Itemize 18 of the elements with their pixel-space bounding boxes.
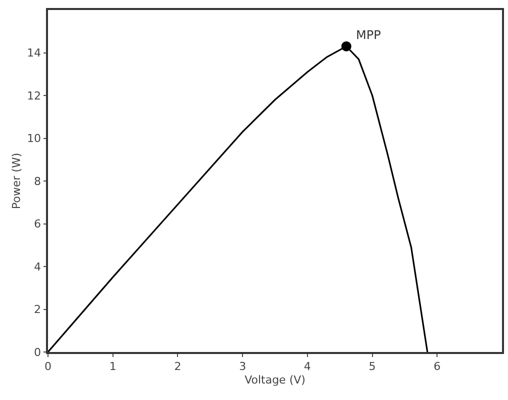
x-tick-label: 3 <box>239 360 246 373</box>
x-tick-label: 4 <box>304 360 311 373</box>
x-tick-label: 6 <box>434 360 441 373</box>
y-tick-label: 12 <box>27 89 42 102</box>
annotation: MPP <box>356 28 381 42</box>
y-tick-label: 6 <box>34 218 42 231</box>
x-tick-label: 5 <box>368 360 376 373</box>
x-tick-label: 2 <box>174 360 182 373</box>
y-tick-label: 14 <box>27 46 42 60</box>
y-tick-label: 2 <box>34 303 42 316</box>
y-tick-label: 10 <box>27 132 42 146</box>
x-axis-title: Voltage (V) <box>244 374 306 387</box>
x-tick-label: 1 <box>109 360 116 373</box>
y-axis-title: Power (W) <box>10 152 24 210</box>
y-tick-label: 4 <box>34 260 42 274</box>
x-tick-label: 0 <box>44 360 52 373</box>
y-tick-label: 8 <box>34 174 42 188</box>
y-tick-label: 0 <box>34 346 42 359</box>
